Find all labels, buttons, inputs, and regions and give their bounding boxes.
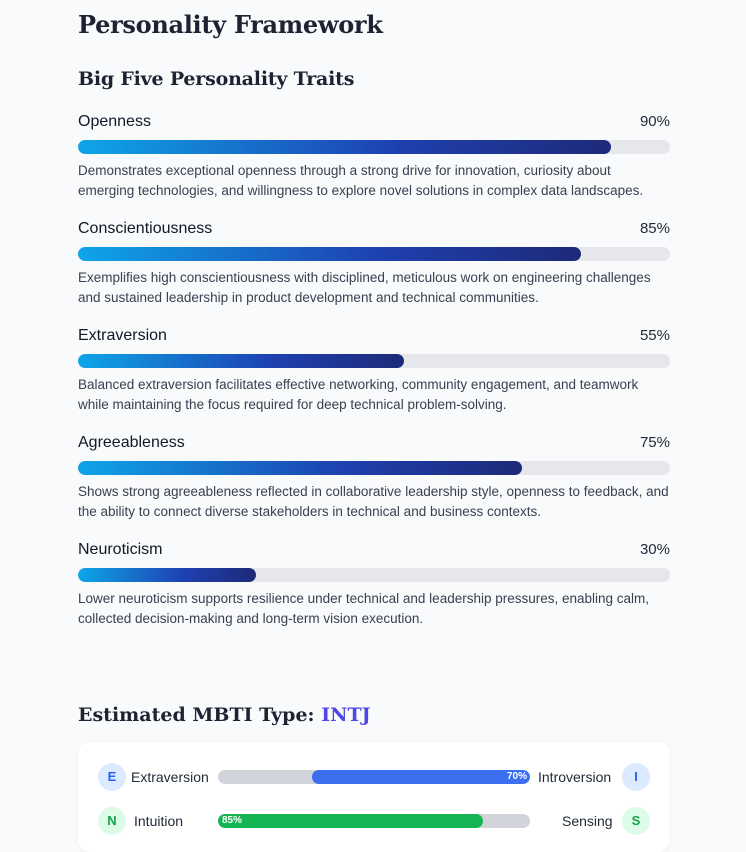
- dimension-left-label: Extraversion: [131, 769, 209, 785]
- trait-name: Openness: [78, 113, 151, 130]
- mbti-title: Estimated MBTI Type: INTJ: [78, 704, 371, 726]
- trait-description: Lower neuroticism supports resilience un…: [78, 591, 650, 626]
- dimension-percent: 85%: [222, 815, 243, 826]
- trait-neuroticism: Neuroticism 30% Lower neuroticism suppor…: [78, 540, 670, 629]
- trait-name: Agreeableness: [78, 434, 185, 451]
- dimension-bar-track: 85%: [218, 814, 530, 828]
- section-title: Personality Framework: [78, 10, 383, 39]
- trait-name: Neuroticism: [78, 541, 163, 558]
- trait-name: Conscientiousness: [78, 220, 213, 237]
- big-five-title: Big Five Personality Traits: [78, 68, 355, 90]
- trait-bar-track: [78, 461, 670, 475]
- letter-badge-e: E: [98, 763, 126, 791]
- trait-bar-track: [78, 354, 670, 368]
- trait-bar-fill: [78, 568, 256, 582]
- trait-openness: Openness 90% Demonstrates exceptional op…: [78, 112, 670, 201]
- trait-description: Demonstrates exceptional openness throug…: [78, 163, 644, 198]
- trait-conscientiousness: Conscientiousness 85% Exemplifies high c…: [78, 219, 670, 308]
- trait-percent: 30%: [639, 541, 670, 558]
- mbti-dimension-ei: E Extraversion 70% Introversion I: [98, 763, 650, 791]
- letter-badge-i: I: [622, 763, 650, 791]
- mbti-type: INTJ: [321, 704, 371, 726]
- trait-bar-track: [78, 568, 670, 582]
- trait-name: Extraversion: [78, 327, 167, 344]
- trait-description: Shows strong agreeableness reflected in …: [78, 484, 669, 519]
- trait-percent: 85%: [639, 220, 670, 237]
- trait-bar-fill: [78, 247, 582, 261]
- trait-description: Balanced extraversion facilitates effect…: [78, 377, 639, 412]
- trait-agreeableness: Agreeableness 75% Shows strong agreeable…: [78, 433, 670, 522]
- mbti-card: E Extraversion 70% Introversion I N Intu…: [78, 742, 670, 852]
- mbti-title-prefix: Estimated MBTI Type:: [78, 704, 315, 726]
- mbti-dimension-ns: N Intuition 85% Sensing S: [98, 807, 650, 835]
- trait-bar-fill: [78, 140, 611, 154]
- dimension-right-label: Introversion: [538, 769, 612, 785]
- trait-bar-fill: [78, 354, 404, 368]
- trait-percent: 75%: [639, 434, 670, 451]
- trait-bar-track: [78, 247, 670, 261]
- dimension-bar-fill: 70%: [311, 770, 530, 784]
- trait-percent: 90%: [639, 113, 670, 130]
- dimension-bar-fill: 85%: [218, 814, 484, 828]
- trait-bar-track: [78, 140, 670, 154]
- letter-badge-n: N: [98, 807, 126, 835]
- trait-percent: 55%: [639, 327, 670, 344]
- trait-description: Exemplifies high conscientiousness with …: [78, 270, 651, 305]
- dimension-left-label: Intuition: [134, 813, 184, 829]
- dimension-right-label: Sensing: [562, 813, 613, 829]
- trait-bar-fill: [78, 461, 522, 475]
- letter-badge-s: S: [622, 807, 650, 835]
- dimension-percent: 70%: [506, 771, 527, 782]
- trait-extraversion: Extraversion 55% Balanced extraversion f…: [78, 326, 670, 415]
- dimension-bar-track: 70%: [218, 770, 530, 784]
- big-five-list: Openness 90% Demonstrates exceptional op…: [78, 112, 670, 647]
